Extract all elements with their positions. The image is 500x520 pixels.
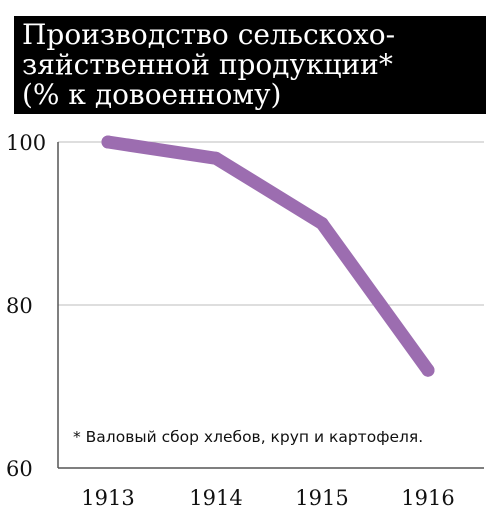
x-tick-label-1916: 1916 bbox=[401, 486, 454, 510]
data-point-1915 bbox=[315, 217, 329, 230]
data-point-1914 bbox=[209, 151, 223, 165]
x-tick-label-1915: 1915 bbox=[295, 486, 348, 510]
chart-title-line-2: зяйственной продукции* bbox=[22, 48, 393, 81]
chart-title-line-3: (% к довоенному) bbox=[22, 78, 282, 111]
chart-footnote: * Валовый сбор хлебов, круп и картофеля. bbox=[73, 428, 423, 446]
data-point-1913 bbox=[101, 135, 115, 149]
chart-title-box: Производство сельскохо- зяйственной прод… bbox=[14, 16, 486, 114]
x-tick-label-1913: 1913 bbox=[81, 486, 134, 510]
y-tick-label-80: 80 bbox=[6, 294, 33, 318]
x-tick-label-1914: 1914 bbox=[189, 486, 242, 510]
series-line-0 bbox=[101, 135, 435, 377]
y-tick-label-60: 60 bbox=[6, 457, 33, 481]
data-point-1916 bbox=[421, 363, 435, 377]
chart-title-line-1: Производство сельскохо- bbox=[22, 18, 396, 51]
y-tick-label-100: 100 bbox=[6, 131, 46, 155]
